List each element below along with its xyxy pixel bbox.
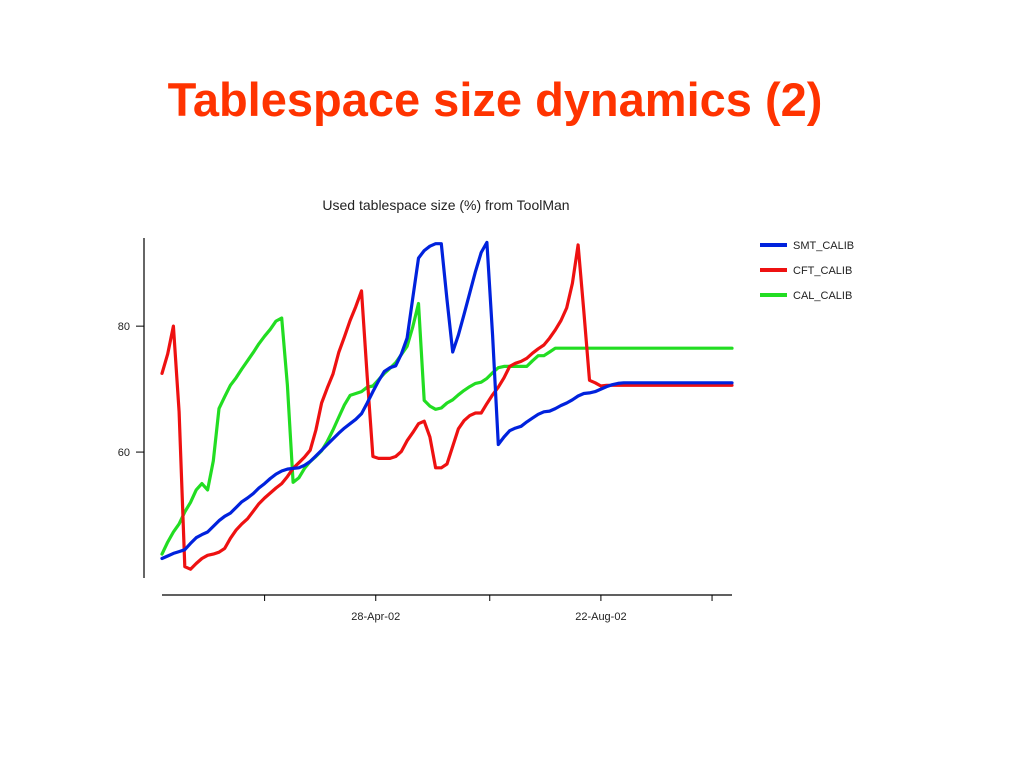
x-tick-label: 22-Aug-02	[575, 611, 626, 623]
y-tick-label: 60	[118, 447, 130, 459]
y-ticks: 60 80	[118, 321, 144, 459]
series-line-cal-calib	[160, 301, 734, 556]
series-line-smt-calib	[160, 240, 734, 561]
x-tick-label: 28-Apr-02	[351, 611, 400, 623]
legend-label: CFT_CALIB	[793, 265, 852, 277]
y-tick-label: 80	[118, 321, 130, 333]
chart-title: Used tablespace size (%) from ToolMan	[322, 197, 569, 213]
slide-title: Tablespace size dynamics (2)	[167, 73, 823, 126]
series-line-cft-calib	[160, 243, 734, 571]
legend-label: CAL_CALIB	[793, 290, 852, 302]
x-ticks: 28-Apr-02 22-Aug-02	[264, 595, 713, 623]
legend: SMT_CALIB CFT_CALIB CAL_CALIB	[760, 240, 854, 302]
legend-label: SMT_CALIB	[793, 240, 854, 252]
series-lines	[160, 240, 734, 571]
